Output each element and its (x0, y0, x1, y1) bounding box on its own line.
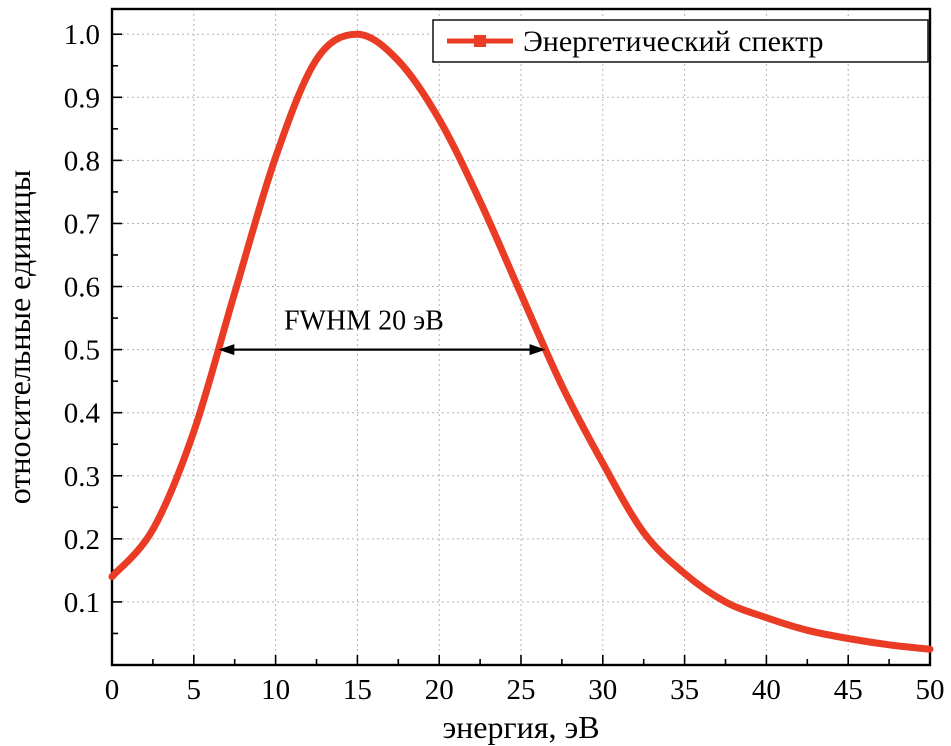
y-tick-label: 0.3 (64, 461, 100, 493)
x-tick-label: 0 (105, 674, 120, 706)
y-tick-label: 0.1 (64, 587, 100, 619)
x-tick-label: 20 (425, 674, 454, 706)
x-tick-label: 35 (670, 674, 699, 706)
legend: Энергетический спектр (432, 19, 929, 63)
legend-box (432, 19, 929, 63)
x-tick-label: 10 (261, 674, 290, 706)
spectrum-curve (108, 30, 934, 653)
x-tick-label: 40 (752, 674, 781, 706)
legend-label: Энергетический спектр (523, 25, 824, 58)
legend-marker (474, 35, 486, 47)
x-tick-label: 25 (507, 674, 536, 706)
tick-labels: 0 5 10 15 20 25 30 35 40 45 50 0.1 0.2 0.3 0.4 0.5 0.6 0.… (64, 19, 945, 706)
y-tick-label: 0.2 (64, 524, 100, 556)
x-tick-label: 50 (916, 674, 945, 706)
fwhm-label: FWHM 20 эВ (284, 306, 444, 337)
y-tick-label: 1.0 (64, 19, 100, 51)
fwhm-annotation: FWHM 20 эВ (218, 306, 546, 356)
x-tick-label: 5 (187, 674, 202, 706)
y-tick-label: 0.6 (64, 272, 100, 304)
y-tick-label: 0.4 (64, 398, 101, 430)
y-axis-title: относительные единицы (1, 170, 37, 504)
x-tick-label: 45 (834, 674, 863, 706)
y-tick-label: 0.9 (64, 82, 100, 114)
fwhm-arrow-head-left (218, 344, 235, 356)
x-tick-label: 30 (588, 674, 617, 706)
y-tick-label: 0.7 (64, 208, 100, 240)
x-tick-label: 15 (343, 674, 372, 706)
fwhm-arrow-head-right (529, 344, 546, 356)
grid-layer (112, 9, 930, 665)
y-tick-label: 0.5 (64, 335, 100, 367)
plot-border (110, 7, 932, 667)
y-tick-label: 0.8 (64, 145, 100, 177)
x-axis-title: энергия, эВ (442, 709, 599, 745)
